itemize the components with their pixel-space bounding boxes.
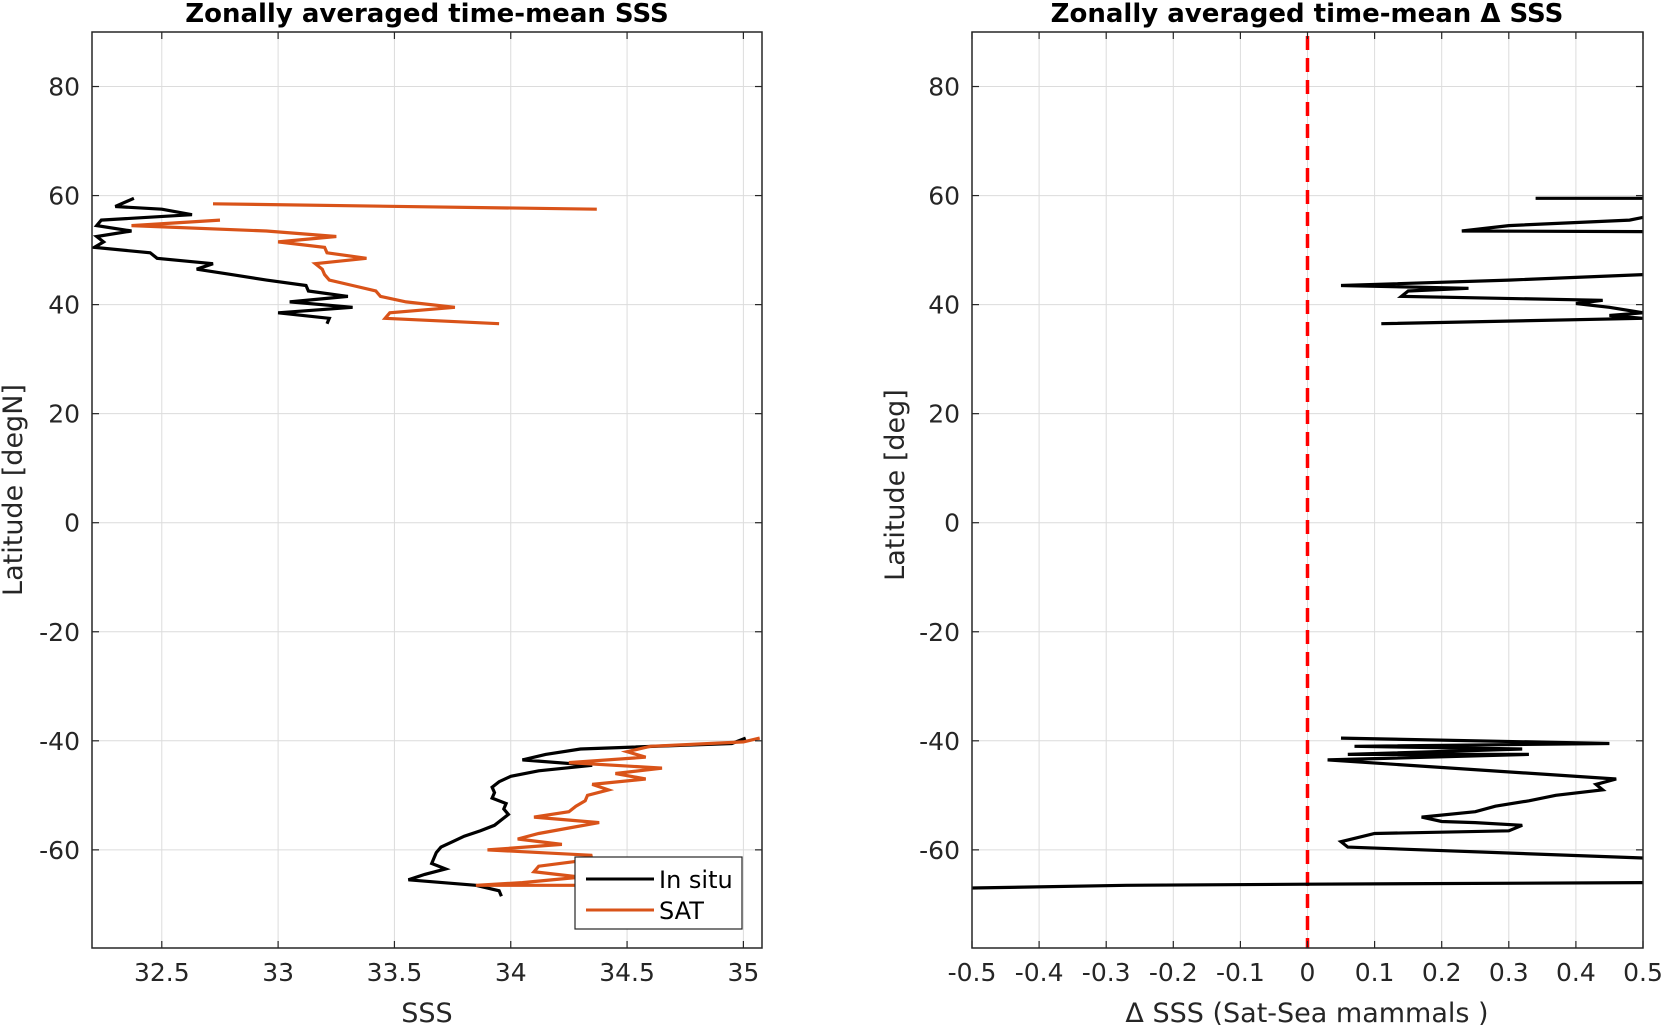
- right-y-tick-label: -20: [919, 618, 960, 647]
- left-y-tick-label: 60: [48, 182, 80, 211]
- right-y-tick-label: 20: [928, 400, 960, 429]
- left-axes-box: [91, 31, 763, 949]
- left-x-tick-label: 33: [262, 958, 294, 987]
- legend-box: [574, 856, 743, 930]
- right-x-tick-label: 0.4: [1556, 958, 1596, 987]
- left-y-tick-label: 20: [48, 400, 80, 429]
- left-y-tick-label: 40: [48, 291, 80, 320]
- left-x-tick-label: 34.5: [599, 958, 655, 987]
- left-y-tick-label: -40: [39, 727, 80, 756]
- right-delta-sss-line-1: [1461, 215, 1643, 234]
- legend: In situ SAT: [574, 856, 743, 930]
- right-x-tick-label: -0.3: [1082, 958, 1131, 987]
- left-x-tick-label: 35: [727, 958, 759, 987]
- left-y-tick-label: -60: [39, 836, 80, 865]
- right-x-tick-label: 0: [1300, 958, 1316, 987]
- left-y-tick-label: 80: [48, 73, 80, 102]
- left-chart-title: Zonally averaged time-mean SSS: [185, 0, 669, 29]
- right-series-group: [972, 196, 1643, 890]
- left-x-tick-label: 34: [495, 958, 527, 987]
- left-sat-line-3: [131, 218, 500, 326]
- right-x-tick-label: -0.4: [1015, 958, 1064, 987]
- right-chart-panel: -0.5 -0.4 -0.3 -0.2 -0.1 0 0.1 0.2 0.3 0.4 0.5 -60 -…: [880, 0, 1661, 1025]
- left-sat-line-2: [212, 202, 597, 211]
- right-y-tick-label: 80: [928, 73, 960, 102]
- left-x-axis-label: SSS: [401, 998, 452, 1025]
- right-x-axis-label: Δ SSS (Sat-Sea mammals ): [1125, 998, 1488, 1025]
- left-plot-area: [92, 32, 762, 948]
- right-ticks: -0.5 -0.4 -0.3 -0.2 -0.1 0 0.1 0.2 0.3 0.4 0.5 -60 -…: [919, 32, 1661, 987]
- left-y-tick-label: -20: [39, 618, 80, 647]
- left-sat-line-4: [475, 736, 761, 887]
- right-x-tick-label: 0.5: [1623, 958, 1661, 987]
- right-y-tick-label: 60: [928, 182, 960, 211]
- right-delta-sss-line-2: [1340, 273, 1643, 326]
- right-x-tick-label: -0.5: [948, 958, 997, 987]
- left-in-situ-line-0: [92, 196, 353, 325]
- right-y-tick-label: 40: [928, 291, 960, 320]
- left-grid: [92, 32, 762, 948]
- left-y-tick-label: 0: [64, 509, 80, 538]
- legend-label-in-situ: In situ: [659, 866, 733, 894]
- right-y-tick-label: -40: [919, 727, 960, 756]
- right-chart-title: Zonally averaged time-mean Δ SSS: [1051, 0, 1564, 29]
- right-delta-sss-line-4: [972, 880, 1643, 890]
- left-chart-panel: 32.5 33 33.5 34 34.5 35 -60 -40 -20 0 20 40 60 80 Zon…: [0, 0, 763, 1025]
- right-x-tick-label: 0.2: [1422, 958, 1462, 987]
- legend-label-sat: SAT: [659, 897, 704, 925]
- left-y-axis-label: Latitude [degN]: [0, 384, 29, 596]
- right-y-tick-label: 0: [944, 509, 960, 538]
- right-x-tick-label: 0.3: [1489, 958, 1529, 987]
- right-y-tick-label: -60: [919, 836, 960, 865]
- right-x-tick-label: -0.2: [1149, 958, 1198, 987]
- left-x-tick-label: 33.5: [367, 958, 423, 987]
- right-x-tick-label: 0.1: [1355, 958, 1395, 987]
- left-series-group: [92, 196, 761, 897]
- right-x-tick-label: -0.1: [1216, 958, 1265, 987]
- right-delta-sss-line-3: [1327, 736, 1643, 860]
- right-y-axis-label: Latitude [deg]: [880, 389, 911, 581]
- left-x-tick-label: 32.5: [134, 958, 190, 987]
- left-ticks: 32.5 33 33.5 34 34.5 35 -60 -40 -20 0 20 40 60 80: [39, 32, 762, 987]
